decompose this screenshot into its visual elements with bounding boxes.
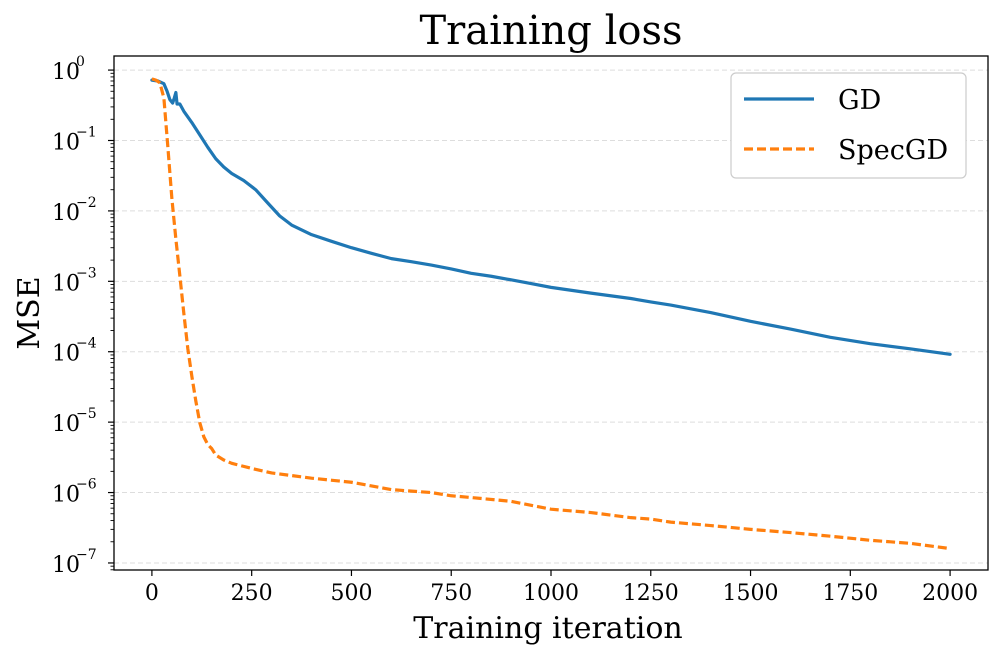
legend-label-specgd: SpecGD [838, 135, 948, 166]
y-tick-label: 10 [52, 271, 80, 296]
y-tick-label: 10 [52, 553, 80, 578]
y-tick-label: 10 [52, 342, 80, 367]
x-tick-label: 250 [231, 581, 273, 606]
legend-label-gd: GD [838, 85, 881, 116]
series-line-specgd [151, 77, 951, 551]
y-tick-label: 10 [52, 483, 80, 508]
y-tick-label: 10 [52, 60, 80, 85]
y-tick-exponent: −6 [76, 477, 97, 493]
y-tick-label: 10 [52, 201, 80, 226]
x-tick-label: 1500 [723, 581, 779, 606]
x-tick-label: 500 [330, 581, 372, 606]
chart-title: Training loss [419, 8, 682, 54]
y-tick-exponent: −7 [76, 547, 97, 563]
x-tick-label: 0 [145, 581, 159, 606]
y-tick-exponent: −2 [76, 195, 97, 211]
x-tick-label: 1750 [822, 581, 878, 606]
y-tick-exponent: −4 [76, 336, 97, 352]
x-axis-label: Training iteration [413, 611, 682, 646]
series-group [150, 77, 952, 551]
legend: GD SpecGD [730, 72, 967, 179]
y-tick-exponent: −5 [76, 406, 97, 422]
y-tick-label: 10 [52, 412, 80, 437]
x-tick-label: 2000 [922, 581, 978, 606]
x-axis: 0 250 500 750 1000 1250 1500 1750 2000 [145, 570, 978, 606]
y-axis-label: MSE [12, 276, 47, 349]
y-tick-label: 10 [52, 130, 80, 155]
grid-lines [114, 69, 988, 564]
series-line-gd [150, 78, 952, 356]
y-tick-exponent: −3 [76, 265, 97, 281]
y-tick-exponent: 0 [76, 54, 85, 70]
x-tick-label: 1000 [523, 581, 579, 606]
x-tick-label: 750 [430, 581, 472, 606]
x-tick-label: 1250 [623, 581, 679, 606]
y-tick-exponent: −1 [76, 124, 97, 140]
